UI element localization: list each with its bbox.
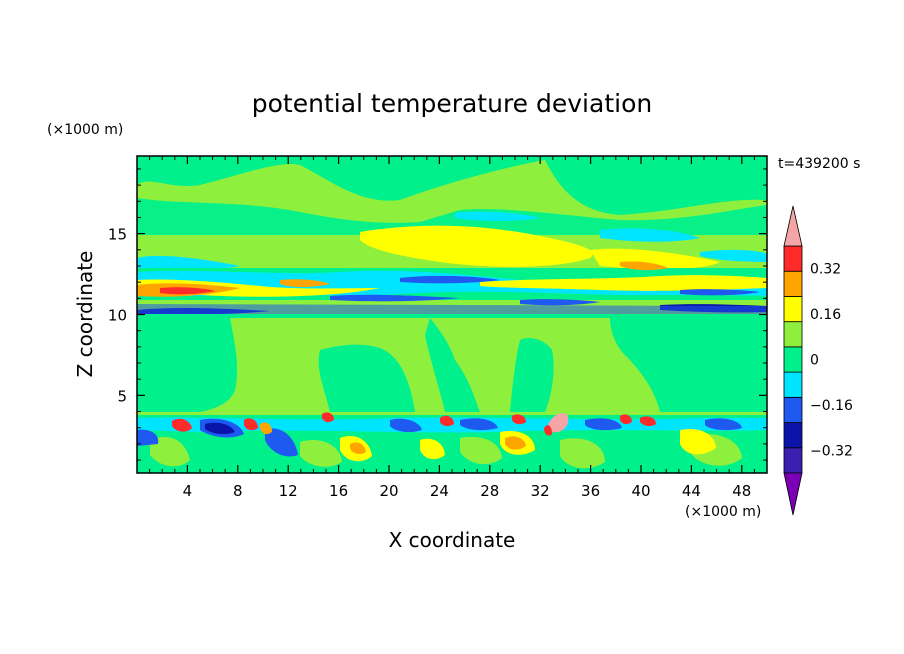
colorbar-min-extension <box>783 472 803 516</box>
boundary-warm-cell <box>350 442 366 455</box>
x-axis: 4 8 12 16 20 24 28 32 36 40 44 48 <box>149 156 755 500</box>
upper-negative-region <box>137 198 767 235</box>
colorbar-segment <box>783 447 803 474</box>
upper-cold-patch <box>137 255 240 272</box>
x-tick-label: 28 <box>480 482 499 500</box>
thermal-peak <box>544 425 552 436</box>
colorbar-segment <box>783 371 803 398</box>
thermal-peak <box>260 422 272 435</box>
colorbar-label: −0.32 <box>810 443 853 459</box>
cold-minimum <box>137 304 767 314</box>
upper-cold-patch <box>600 228 700 242</box>
colorbar-segment <box>783 296 803 323</box>
contour-field <box>137 156 767 473</box>
boundary-layer <box>300 440 342 467</box>
cold-minimum <box>520 299 600 306</box>
cold-minimum <box>330 294 460 302</box>
thermal-peak <box>512 414 526 425</box>
thermal-peak <box>640 416 656 427</box>
warm-maximum <box>620 261 668 271</box>
colorbar-segment <box>783 321 803 348</box>
x-tick-label: 36 <box>581 482 600 500</box>
boundary-cold-cell <box>705 418 742 431</box>
tropospheric-plume <box>510 338 554 412</box>
colorbar: 0.32 0.16 0 −0.16 −0.32 <box>783 205 853 516</box>
upper-cold-patch <box>455 211 540 221</box>
y-tick-label: 10 <box>108 307 127 325</box>
colorbar-segment <box>783 270 803 297</box>
x-tick-label: 32 <box>531 482 550 500</box>
boundary-cold-cell <box>137 429 159 446</box>
thermal-peak <box>548 413 569 433</box>
y-axis-label: Z coordinate <box>73 251 97 378</box>
y-tick-label: 15 <box>108 226 127 244</box>
colorbar-label: −0.16 <box>810 398 853 414</box>
upper-cold-patch <box>700 249 767 262</box>
x-tick-label: 4 <box>183 482 193 500</box>
cold-minimum <box>400 275 500 284</box>
boundary-cold-cell <box>205 422 235 435</box>
x-tick-label: 12 <box>279 482 298 500</box>
tropospheric-plume <box>137 318 238 412</box>
boundary-layer <box>560 438 605 469</box>
boundary-cold-cell <box>460 418 498 431</box>
boundary-cold-cell <box>390 418 422 433</box>
warm-maximum <box>280 279 330 287</box>
colorbar-max-extension <box>783 205 803 247</box>
y-units-label: (×1000 m) <box>47 122 123 138</box>
tropospheric-plume <box>425 318 480 412</box>
colorbar-segment <box>783 396 803 423</box>
tropopause-band <box>137 314 767 318</box>
boundary-cold-cell <box>585 418 622 431</box>
boundary-layer <box>150 436 190 467</box>
x-tick-label: 20 <box>379 482 398 500</box>
boundary-warm-cell <box>505 436 526 450</box>
colorbar-label: 0.32 <box>810 262 841 278</box>
colorbar-label: 0.16 <box>810 307 841 323</box>
x-tick-label: 48 <box>732 482 751 500</box>
boundary-layer <box>460 436 502 465</box>
boundary-warm-cell <box>680 428 716 455</box>
boundary-cold-cell <box>265 428 298 457</box>
x-tick-label: 24 <box>430 482 449 500</box>
x-units-label: (×1000 m) <box>685 504 761 520</box>
colorbar-segment <box>783 245 803 272</box>
tropopause-band <box>480 275 767 291</box>
x-tick-label: 40 <box>631 482 650 500</box>
colorbar-segment <box>783 422 803 449</box>
y-axis: 5 10 15 <box>108 168 767 461</box>
chart-title: potential temperature deviation <box>252 89 652 118</box>
upper-warm-band <box>360 225 593 267</box>
colorbar-segment <box>783 346 803 373</box>
thermal-peak <box>244 418 258 431</box>
x-axis-label: X coordinate <box>389 528 516 552</box>
colorbar-label: 0 <box>810 353 819 369</box>
tropospheric-plume <box>610 318 767 412</box>
warm-maximum <box>160 287 215 295</box>
x-tick-label: 16 <box>329 482 348 500</box>
x-tick-label: 44 <box>682 482 701 500</box>
thermal-peak <box>172 418 192 432</box>
cold-minimum <box>680 289 760 296</box>
tropospheric-plume <box>318 344 415 412</box>
time-label: t=439200 s <box>778 156 860 172</box>
boundary-warm-cell <box>420 438 445 460</box>
thermal-peak <box>620 414 632 425</box>
upper-negative-region <box>137 156 767 215</box>
y-tick-label: 5 <box>117 387 127 405</box>
x-tick-label: 8 <box>233 482 243 500</box>
thermal-peak <box>440 415 454 427</box>
thermal-peak <box>322 412 334 423</box>
